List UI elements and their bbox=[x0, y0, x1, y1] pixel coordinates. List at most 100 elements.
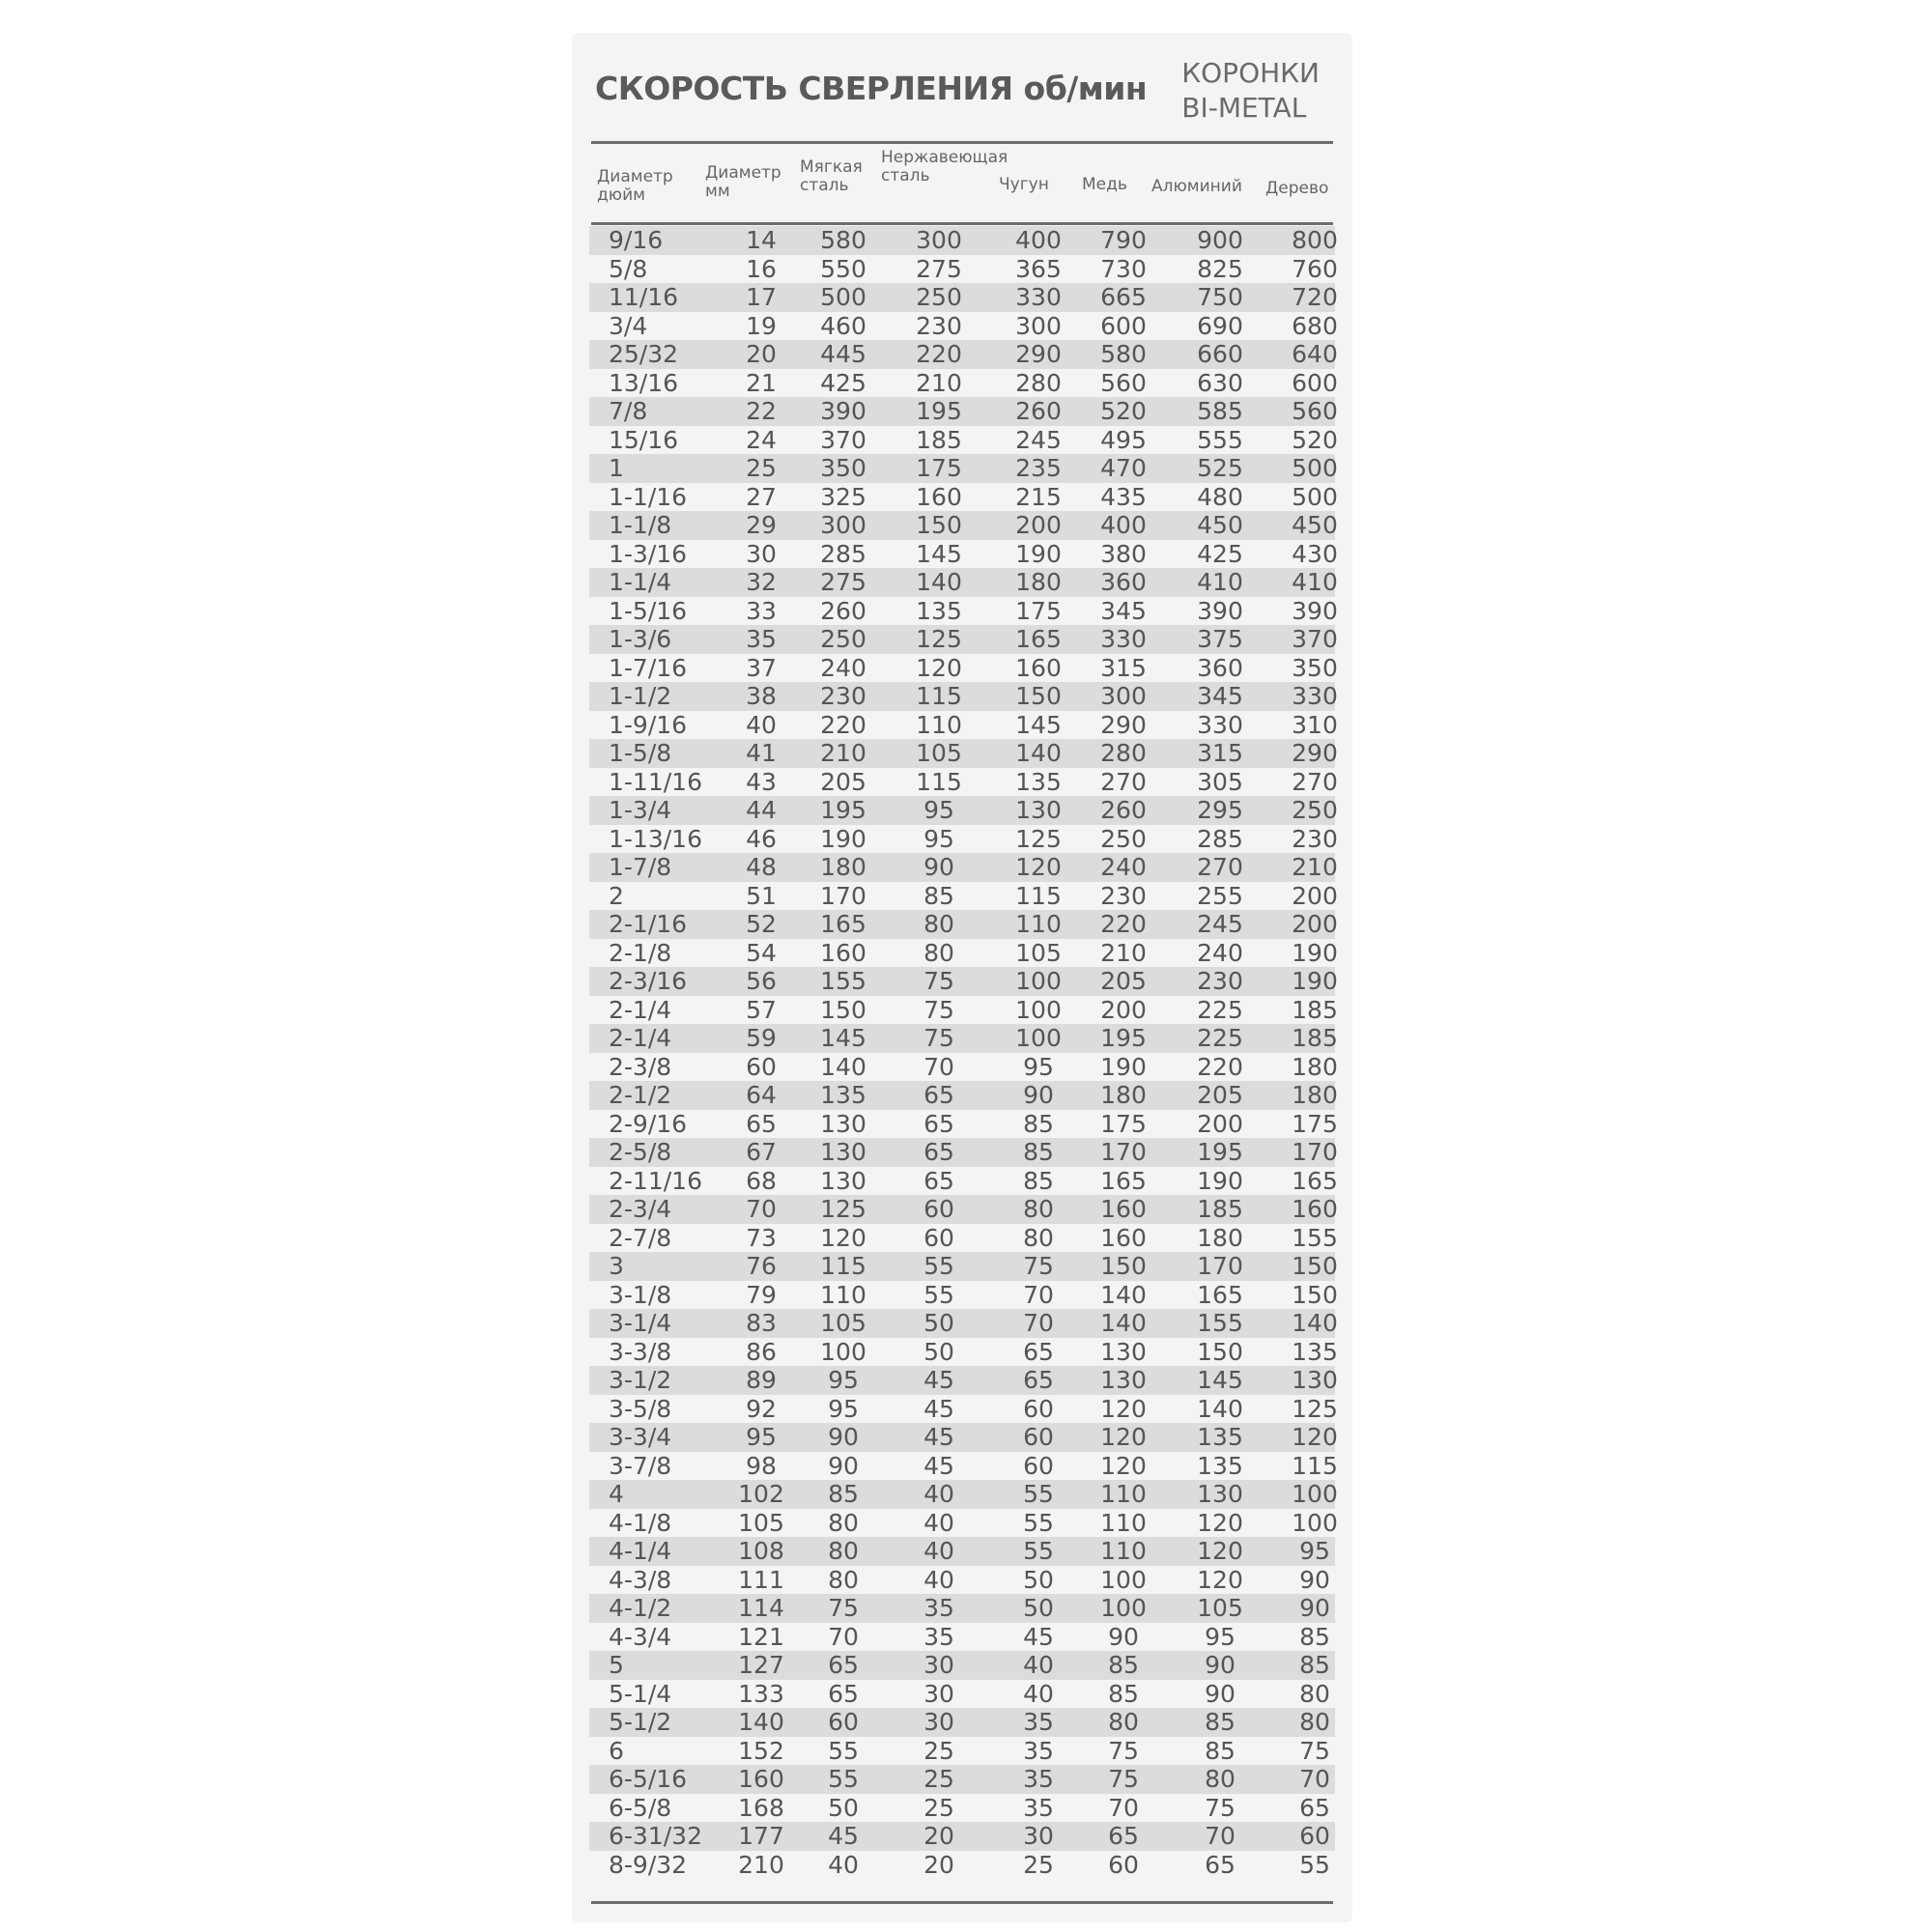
table-cell: 365 bbox=[1015, 254, 1062, 283]
table-cell: 80 bbox=[1108, 1708, 1139, 1736]
table-cell: 150 bbox=[916, 511, 962, 539]
table-cell: 76 bbox=[746, 1252, 777, 1280]
table-cell: 5-1/4 bbox=[609, 1679, 672, 1708]
table-cell: 65 bbox=[923, 1166, 954, 1195]
table-cell: 205 bbox=[1197, 1081, 1243, 1109]
table-cell: 30 bbox=[746, 539, 777, 568]
table-cell: 25 bbox=[923, 1793, 954, 1822]
table-cell: 130 bbox=[1100, 1337, 1147, 1366]
table-cell: 35 bbox=[1023, 1708, 1054, 1736]
table-cell: 40 bbox=[923, 1565, 954, 1594]
table-cell: 75 bbox=[923, 995, 954, 1024]
table-cell: 2-3/4 bbox=[609, 1195, 672, 1223]
table-row: 2 51 170 85 115 230 255 200 bbox=[589, 881, 1338, 911]
table-row: 7/8 22 390 195 260 520 585 560 bbox=[589, 397, 1338, 426]
header-line: мм bbox=[705, 182, 730, 201]
table-cell: 210 bbox=[1100, 938, 1147, 967]
table-cell: 170 bbox=[820, 881, 867, 910]
table-cell: 60 bbox=[1108, 1850, 1139, 1879]
table-cell: 80 bbox=[828, 1508, 859, 1537]
table-cell: 65 bbox=[1023, 1366, 1054, 1394]
table-cell: 390 bbox=[1197, 596, 1243, 625]
table-row: 1-1/16 27 325 160 215 435 480 500 bbox=[589, 482, 1338, 512]
table-cell: 51 bbox=[746, 881, 777, 910]
table-cell: 555 bbox=[1197, 425, 1243, 454]
table-row: 4-3/8 111 80 40 50 100 120 90 bbox=[589, 1566, 1335, 1595]
table-cell: 1-7/16 bbox=[609, 653, 688, 682]
table-cell: 1-11/16 bbox=[609, 767, 702, 796]
table-row: 13/16 21 425 210 280 560 630 600 bbox=[589, 368, 1338, 398]
table-cell: 400 bbox=[1100, 511, 1147, 539]
table-row: 3/4 19 460 230 300 600 690 680 bbox=[589, 312, 1338, 341]
table-cell: 250 bbox=[916, 283, 962, 311]
table-cell: 40 bbox=[746, 710, 777, 739]
table-cell: 220 bbox=[1197, 1052, 1243, 1081]
table-cell: 45 bbox=[923, 1451, 954, 1480]
table-cell: 160 bbox=[1015, 653, 1062, 682]
table-row: 2-3/4 70 125 60 80 160 185 160 bbox=[589, 1195, 1338, 1224]
table-cell: 177 bbox=[738, 1822, 784, 1850]
table-cell: 43 bbox=[746, 767, 777, 796]
product-label-line1: КОРОНКИ bbox=[1181, 57, 1320, 89]
table-cell: 120 bbox=[1197, 1508, 1243, 1537]
table-cell: 195 bbox=[820, 796, 867, 824]
table-cell: 330 bbox=[1100, 625, 1147, 653]
table-cell: 135 bbox=[1015, 767, 1062, 796]
table-cell: 55 bbox=[828, 1765, 859, 1793]
table-cell: 190 bbox=[1292, 967, 1338, 995]
table-cell: 90 bbox=[1299, 1594, 1330, 1622]
table-cell: 60 bbox=[746, 1052, 777, 1081]
table-cell: 630 bbox=[1197, 368, 1243, 397]
table-cell: 135 bbox=[916, 596, 962, 625]
table-cell: 390 bbox=[1292, 596, 1338, 625]
table-cell: 680 bbox=[1292, 311, 1338, 340]
table-row: 1-5/8 41 210 105 140 280 315 290 bbox=[589, 739, 1338, 768]
table-row: 1-9/16 40 220 110 145 290 330 310 bbox=[589, 710, 1338, 740]
table-cell: 21 bbox=[746, 368, 777, 397]
table-cell: 145 bbox=[916, 539, 962, 568]
table-cell: 140 bbox=[1292, 1309, 1338, 1337]
table-cell: 20 bbox=[923, 1822, 954, 1850]
table-cell: 75 bbox=[923, 967, 954, 995]
table-row: 5-1/2 140 60 30 35 80 85 80 bbox=[589, 1708, 1335, 1737]
table-cell: 25 bbox=[923, 1736, 954, 1765]
table-cell: 70 bbox=[1108, 1793, 1139, 1822]
table-cell: 2-1/16 bbox=[609, 910, 688, 938]
table-cell: 130 bbox=[1197, 1480, 1243, 1508]
table-cell: 55 bbox=[923, 1280, 954, 1309]
header-line: Диаметр bbox=[705, 163, 781, 183]
table-cell: 160 bbox=[1100, 1223, 1147, 1252]
table-cell: 60 bbox=[1023, 1423, 1054, 1451]
table-cell: 110 bbox=[1015, 910, 1062, 938]
table-cell: 100 bbox=[1292, 1480, 1338, 1508]
table-cell: 300 bbox=[916, 226, 962, 254]
table-cell: 210 bbox=[1292, 853, 1338, 881]
table-cell: 50 bbox=[1023, 1565, 1054, 1594]
table-cell: 525 bbox=[1197, 454, 1243, 482]
table-cell: 25 bbox=[923, 1765, 954, 1793]
table-cell: 150 bbox=[1015, 682, 1062, 710]
table-cell: 210 bbox=[820, 739, 867, 767]
table-cell: 205 bbox=[1100, 967, 1147, 995]
table-cell: 325 bbox=[820, 482, 867, 511]
table-cell: 235 bbox=[1015, 454, 1062, 482]
table-cell: 380 bbox=[1100, 539, 1147, 568]
table-cell: 120 bbox=[1100, 1423, 1147, 1451]
table-cell: 730 bbox=[1100, 254, 1147, 283]
table-cell: 600 bbox=[1292, 368, 1338, 397]
table-cell: 165 bbox=[1292, 1166, 1338, 1195]
table-cell: 6-31/32 bbox=[609, 1822, 702, 1850]
table-cell: 270 bbox=[1197, 853, 1243, 881]
table-cell: 195 bbox=[916, 397, 962, 425]
table-cell: 125 bbox=[1015, 824, 1062, 853]
table-row: 2-1/2 64 135 65 90 180 205 180 bbox=[589, 1081, 1338, 1110]
table-cell: 60 bbox=[1299, 1822, 1330, 1850]
table-cell: 15/16 bbox=[609, 425, 679, 454]
table-cell: 5 bbox=[609, 1651, 624, 1679]
table-cell: 305 bbox=[1197, 767, 1243, 796]
table-cell: 68 bbox=[746, 1166, 777, 1195]
table-row: 5-1/4 133 65 30 40 85 90 80 bbox=[589, 1680, 1335, 1709]
table-cell: 275 bbox=[916, 254, 962, 283]
table-cell: 70 bbox=[1205, 1822, 1236, 1850]
table-cell: 130 bbox=[1292, 1366, 1338, 1394]
